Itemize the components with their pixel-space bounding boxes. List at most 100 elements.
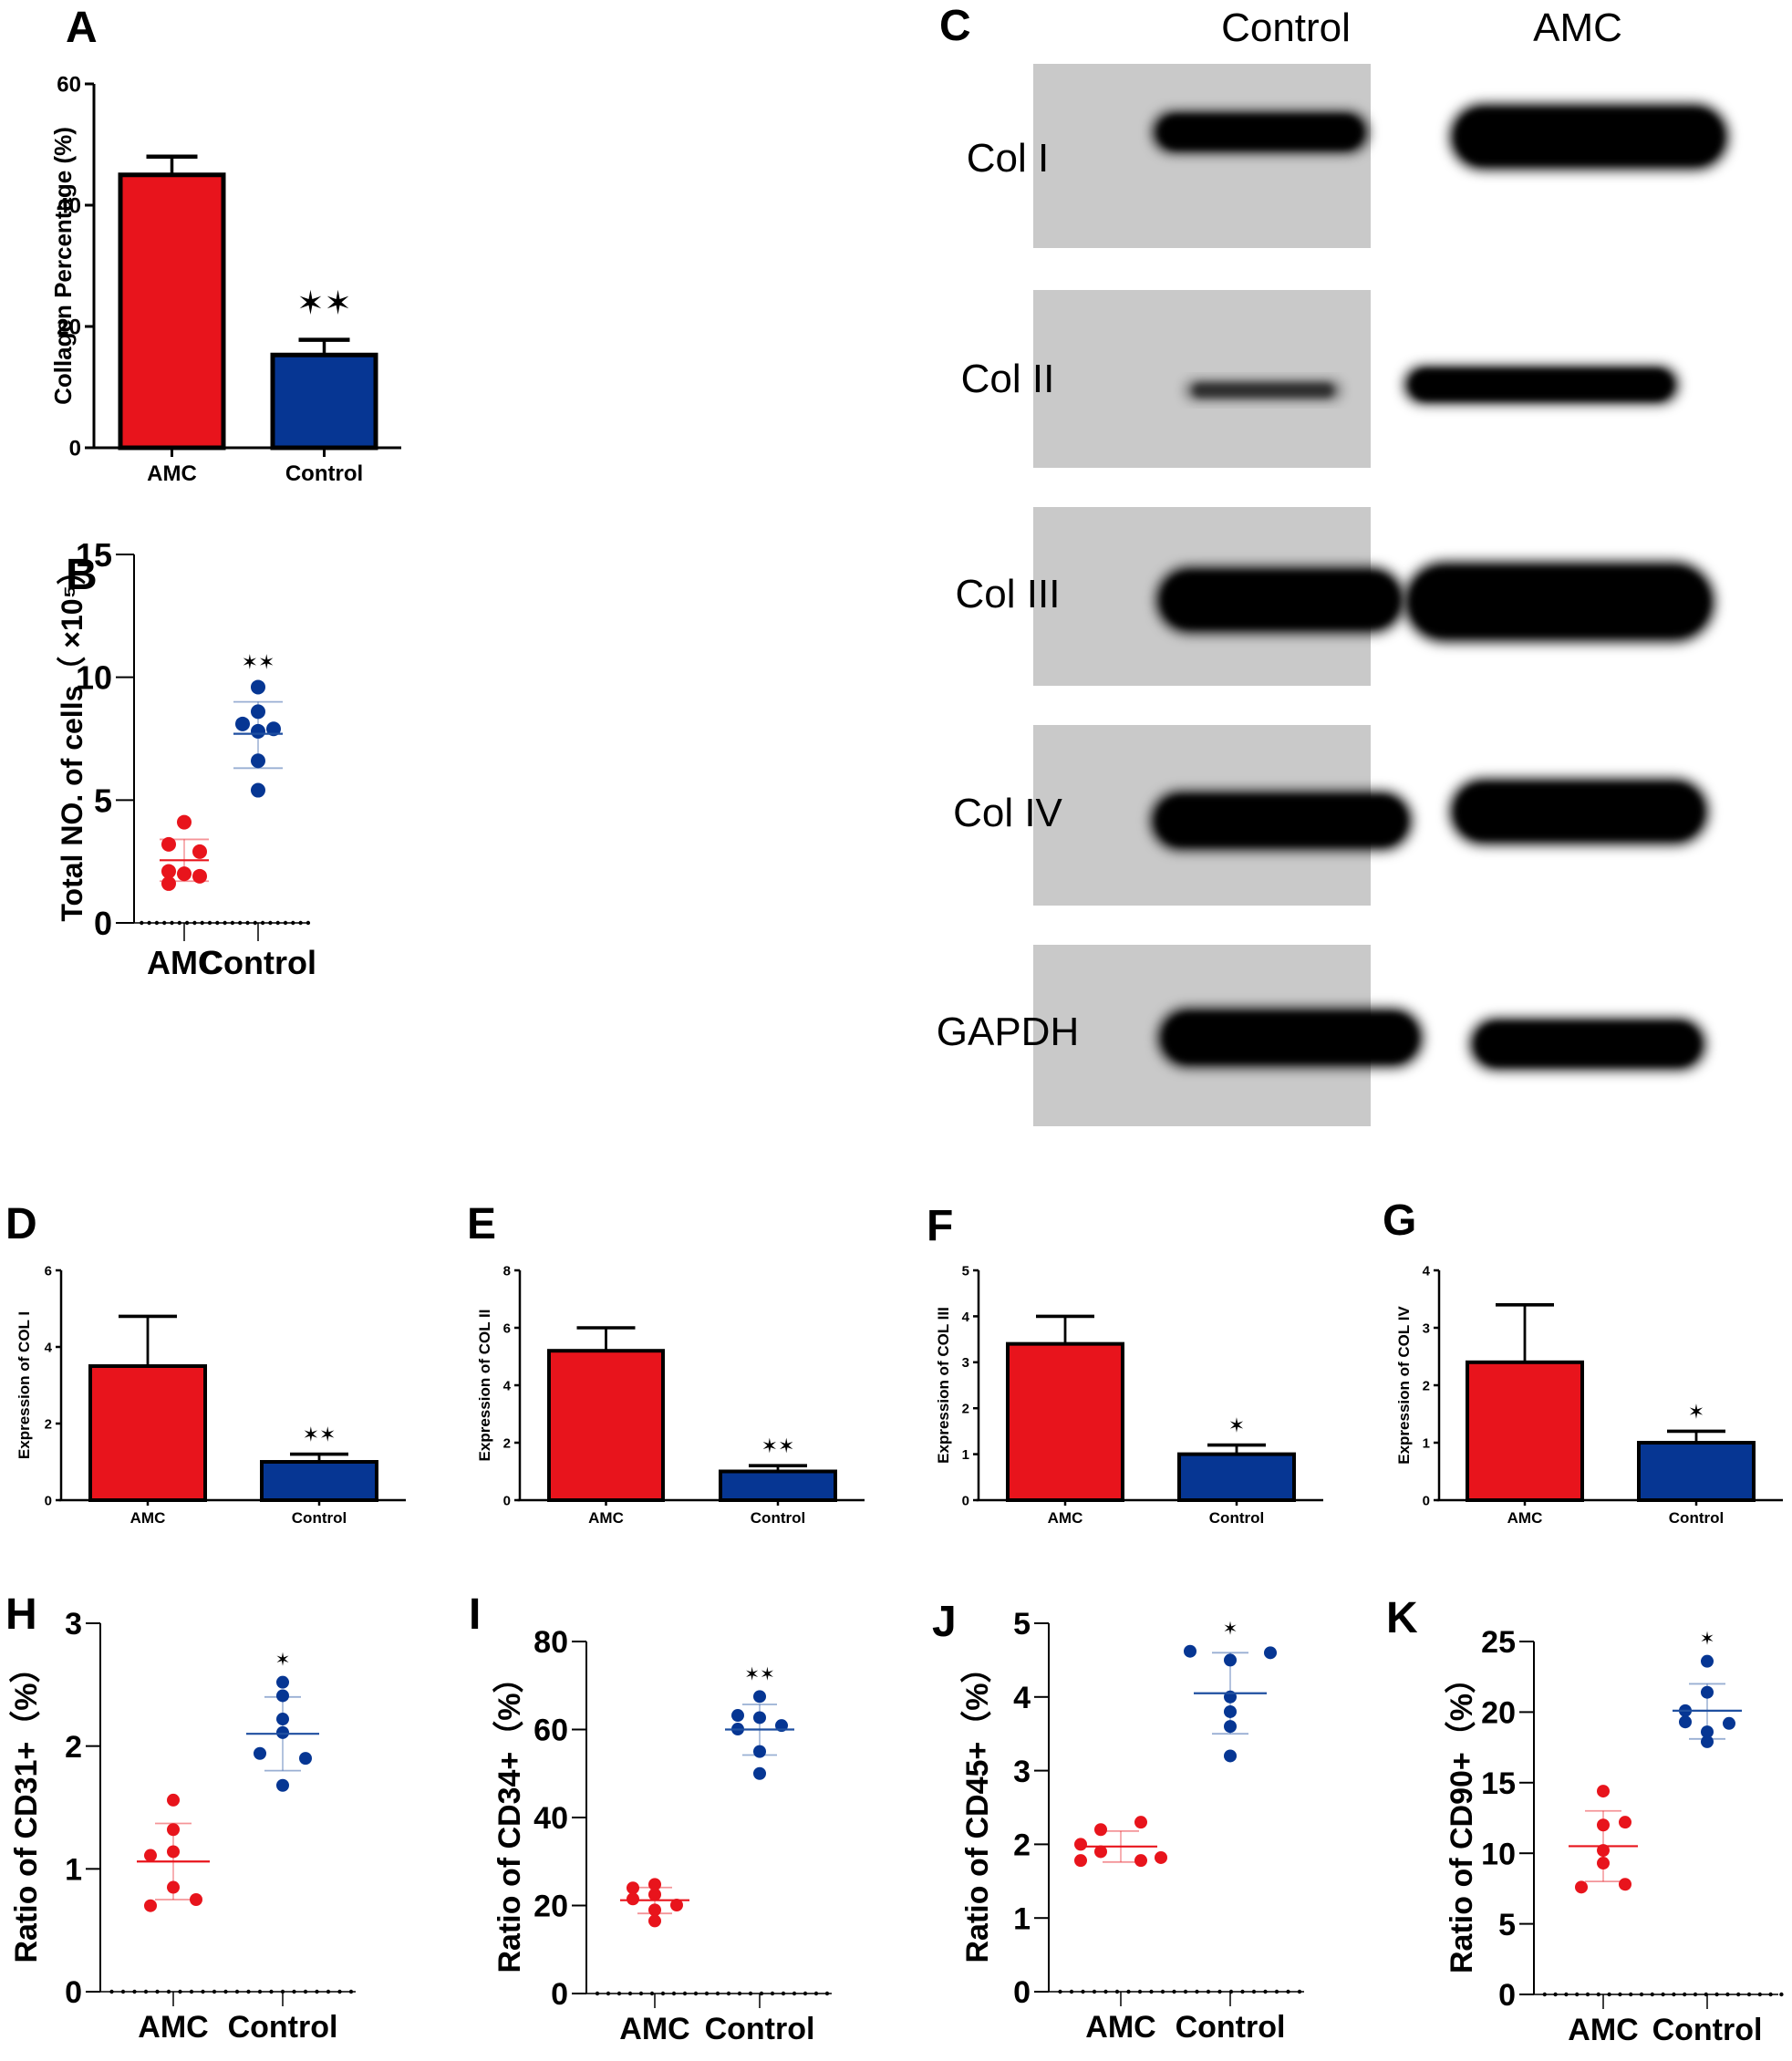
y-axis-title: Total NO. of cells（ ×10⁵）	[56, 555, 88, 921]
data-point-control	[753, 1711, 766, 1724]
data-point-control	[276, 1778, 289, 1792]
x-tick-label: Control	[200, 944, 316, 981]
data-point-control	[235, 716, 250, 731]
x-axis-dot	[1240, 1989, 1245, 1994]
data-point-amc	[1619, 1878, 1631, 1891]
x-axis-dot	[1160, 1989, 1165, 1994]
y-tick-label: 15	[1481, 1766, 1516, 1801]
data-point-amc	[627, 1892, 639, 1906]
data-point-control	[753, 1766, 766, 1780]
data-point-control	[251, 679, 265, 695]
data-point-amc	[1094, 1823, 1107, 1837]
x-axis-dot	[1183, 1989, 1188, 1994]
x-tick-label: Control	[292, 1509, 347, 1527]
x-tick-label: AMC	[1085, 2010, 1155, 2045]
x-axis-dot	[162, 920, 167, 926]
x-axis-dot	[1607, 1992, 1611, 1997]
data-point-amc	[144, 1899, 157, 1912]
panel-label-j: J	[932, 1598, 957, 1646]
data-point-control	[1224, 1653, 1237, 1667]
x-tick-label: Control	[1669, 1509, 1724, 1527]
x-axis-dot	[245, 920, 250, 926]
x-axis-dot	[1736, 1992, 1741, 1997]
x-tick-label: Control	[705, 2012, 815, 2046]
x-tick-label: AMC	[130, 1509, 166, 1527]
x-tick-label: Control	[1209, 1509, 1264, 1527]
x-axis-dot	[726, 1991, 731, 1996]
data-point-amc	[1094, 1845, 1107, 1859]
data-point-control	[254, 1746, 266, 1760]
blot-lane-label: Control	[1221, 5, 1351, 50]
x-axis-dot	[143, 1989, 149, 1994]
data-point-amc	[144, 1849, 157, 1862]
x-axis-dot	[223, 920, 227, 926]
y-tick-label: 80	[533, 1625, 568, 1660]
bar-control	[719, 1469, 837, 1502]
y-tick-label: 0	[1498, 1978, 1516, 2013]
data-point-control	[753, 1690, 766, 1704]
x-axis-dot	[120, 1989, 126, 1994]
x-axis-dot	[348, 1989, 354, 1994]
y-tick-label: 1	[1423, 1435, 1430, 1451]
data-point-amc	[167, 1845, 180, 1859]
significance-marker: ✶	[1688, 1400, 1704, 1423]
x-axis-dot	[1757, 1992, 1763, 1997]
data-point-amc	[1074, 1838, 1087, 1851]
x-tick-label: AMC	[1568, 2013, 1638, 2047]
bar-amc	[547, 1349, 665, 1502]
y-tick-label: 2	[1423, 1378, 1430, 1393]
blot-band	[1457, 110, 1721, 163]
panel-label-i: I	[469, 1590, 481, 1639]
data-point-amc	[1597, 1785, 1610, 1798]
data-point-control	[251, 753, 265, 769]
x-axis-dot	[759, 1991, 764, 1996]
x-axis-dot	[693, 1991, 699, 1996]
data-point-control	[276, 1675, 289, 1689]
x-axis-dot	[770, 1991, 775, 1996]
x-axis-dot	[1553, 1992, 1558, 1997]
x-axis-dot	[1746, 1992, 1752, 1997]
blot-band	[1158, 797, 1404, 844]
y-tick-label: 10	[1481, 1837, 1516, 1871]
x-axis-dot	[1206, 1989, 1211, 1994]
x-axis-dot	[616, 1991, 622, 1996]
data-point-amc	[1597, 1844, 1610, 1858]
y-tick-label: 6	[45, 1263, 52, 1279]
x-axis-dot	[1263, 1989, 1268, 1994]
x-axis-dot	[1714, 1992, 1719, 1997]
x-axis-dot	[682, 1991, 688, 1996]
x-axis-dot	[671, 1991, 677, 1996]
y-tick-label: 1	[962, 1447, 969, 1463]
x-axis-dot	[230, 920, 235, 926]
chart-h: 0 1 2 3 Ratio of CD31+（%） AMC Control ✶	[8, 1607, 356, 2045]
data-point-control	[1701, 1735, 1714, 1748]
bar-control	[270, 352, 378, 451]
data-point-amc	[1575, 1880, 1588, 1894]
y-tick-label: 40	[57, 194, 81, 219]
chart-d: 0 2 4 6 Expression of COL I AMC Control ✶✶	[16, 1263, 406, 1527]
blot-row-label: Col IV	[953, 791, 1062, 835]
x-axis-dot	[1126, 1989, 1131, 1994]
blot-row-label: Col II	[961, 357, 1055, 401]
panel-label-d: D	[5, 1200, 37, 1248]
blot-row-label: GAPDH	[937, 1010, 1079, 1054]
y-tick-label: 2	[65, 1730, 82, 1765]
blot-row: GAPDH	[937, 945, 1705, 1126]
x-axis-dot	[649, 1991, 655, 1996]
significance-marker: ✶✶	[744, 1664, 775, 1684]
data-point-control	[251, 782, 265, 798]
data-point-control	[251, 704, 265, 720]
x-axis-dot	[627, 1991, 633, 1996]
panel-label-g: G	[1383, 1196, 1416, 1245]
significance-marker: ✶✶	[761, 1434, 795, 1457]
significance-marker: ✶	[1223, 1620, 1238, 1640]
y-tick-label: 3	[65, 1607, 82, 1642]
x-axis-dot	[178, 1989, 182, 1994]
data-point-amc	[1597, 1818, 1610, 1832]
bar-control	[1637, 1441, 1756, 1502]
y-tick-label: 60	[57, 73, 81, 98]
data-point-control	[753, 1745, 766, 1758]
